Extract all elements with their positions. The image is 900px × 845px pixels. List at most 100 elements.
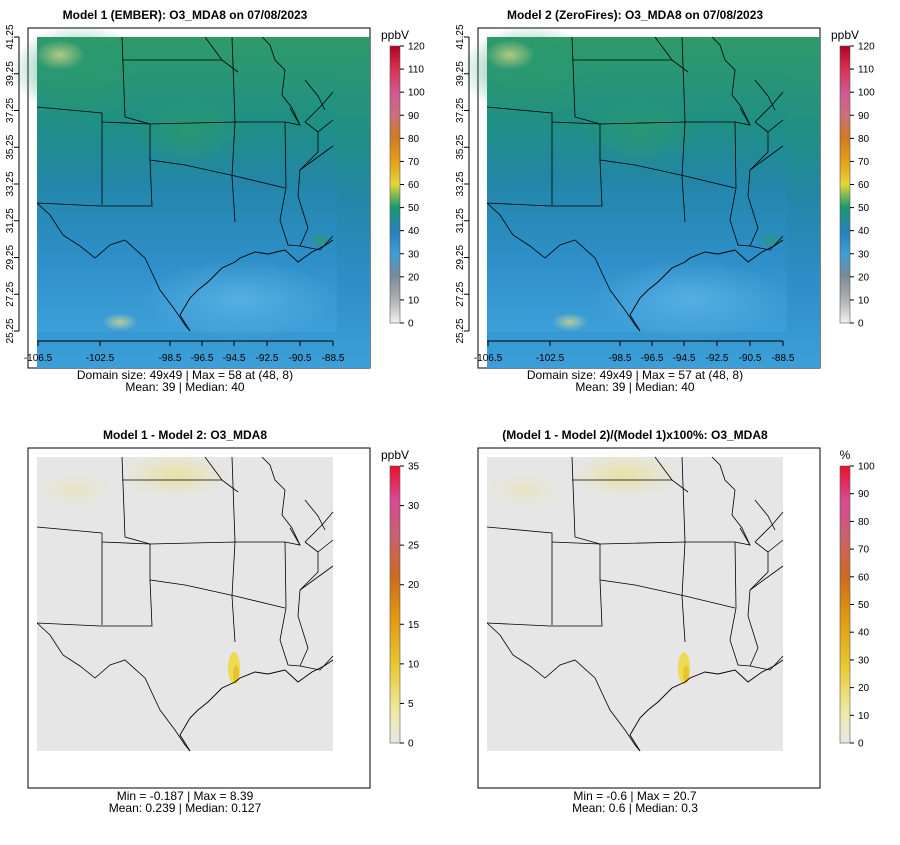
colorbar-tick-label: 20: [858, 683, 870, 694]
colorbar-tick-label: 10: [858, 711, 870, 722]
state-boundary: [486, 202, 641, 332]
colorbar-tick-label: 50: [408, 203, 420, 214]
ozone-high-center: [130, 95, 250, 165]
x-tick-label: -88.5: [772, 353, 795, 364]
y-tick-label: 25.25: [455, 318, 466, 343]
state-boundary: [681, 456, 686, 543]
y-tick-label: 29.25: [5, 245, 16, 270]
colorbar-tick-label: 60: [408, 180, 420, 191]
state-boundary: [235, 107, 301, 126]
map-area: [485, 453, 784, 752]
state-boundary: [279, 541, 319, 667]
panel-title: (Model 1 - Model 2)/(Model 1)x100%: O3_M…: [502, 428, 768, 442]
state-boundary: [486, 526, 553, 625]
colorbar-tick-label: 120: [408, 42, 425, 53]
coastline: [179, 239, 334, 332]
colorbar-tick-label: 80: [408, 134, 420, 145]
diff-small-positive: [570, 453, 680, 497]
colorbar-tick-label: 5: [408, 699, 414, 710]
colorbar-tick-label: 25: [408, 541, 420, 552]
state-boundary: [36, 202, 191, 332]
map-area: [10, 25, 370, 368]
colorbar-gradient: [389, 45, 401, 324]
y-tick-label: 41.25: [5, 24, 16, 49]
state-boundary: [749, 565, 784, 591]
river-boundary: [711, 36, 751, 126]
state-boundary: [571, 36, 601, 125]
y-tick-label: 31.25: [455, 208, 466, 233]
y-tick-label: 37.25: [5, 98, 16, 123]
ozone-high-northwest: [10, 25, 150, 115]
x-tick-label: -106.5: [24, 353, 53, 364]
state-boundary: [231, 456, 236, 543]
y-tick-label: 25.25: [5, 318, 16, 343]
colorbar-tick-label: 90: [858, 489, 870, 500]
panel-3: Model 1 - Model 2: O3_MDA8 ppbV 0 5 10 15 20 25…: [27, 428, 420, 815]
x-tick-label: -94.5: [673, 353, 696, 364]
x-tick-label: -96.5: [191, 353, 214, 364]
colorbar-tick-label: 40: [858, 226, 870, 237]
panel-4: (Model 1 - Model 2)/(Model 1)x100%: O3_M…: [477, 428, 875, 815]
river-boundary: [261, 36, 301, 126]
x-tick-label: -88.5: [322, 353, 345, 364]
coastline: [179, 659, 334, 752]
colorbar-tick-label: 90: [408, 111, 420, 122]
diff-max-core: [683, 665, 689, 683]
ozone-high-la: [308, 232, 332, 248]
state-boundary: [304, 511, 334, 543]
state-boundary: [654, 456, 673, 481]
colorbar-unit: ppbV: [831, 28, 859, 42]
state-boundary: [685, 527, 751, 546]
ozone-low-gulf: [590, 260, 790, 340]
panel-1: Model 1 (EMBER): O3_MDA8 on 07/08/2023 -1…: [5, 8, 425, 394]
colorbar-tick-label: 70: [858, 157, 870, 168]
state-boundary: [299, 235, 334, 251]
colorbar-tick-label: 0: [858, 739, 864, 750]
state-boundary: [654, 36, 673, 61]
colorbar-tick-label: 20: [408, 272, 420, 283]
panel-title: Model 2 (ZeroFires): O3_MDA8 on 07/08/20…: [507, 8, 763, 22]
colorbar-unit: ppbV: [381, 28, 409, 42]
colorbar-tick-label: 110: [858, 65, 874, 76]
colorbar-tick-label: 50: [858, 203, 870, 214]
state-boundary: [204, 36, 223, 61]
state-boundary: [231, 36, 236, 123]
x-tick-label: -98.5: [159, 353, 182, 364]
state-boundary: [749, 235, 784, 251]
state-boundary: [749, 145, 784, 171]
y-tick-label: 29.25: [455, 245, 466, 270]
colorbar-tick-label: 40: [408, 226, 420, 237]
state-boundary: [681, 36, 686, 123]
ozone-peak-south: [102, 313, 138, 331]
ozone-peak-nw: [485, 40, 535, 70]
diff-small-positive-west: [485, 472, 565, 508]
colorbar-unit: %: [840, 448, 851, 462]
colorbar-tick-label: 30: [408, 501, 420, 512]
river-boundary: [711, 456, 751, 546]
stats-line-2: Mean: 39 | Median: 40: [575, 380, 695, 394]
y-tick-label: 39.25: [455, 61, 466, 86]
river-boundary: [304, 499, 326, 531]
y-tick-label: 27.25: [5, 281, 16, 306]
state-boundary: [571, 456, 601, 545]
colorbar: ppbV 0 10 20 30 40 50 60 70 80 90 100 110 120: [831, 28, 875, 330]
coastline: [629, 239, 784, 332]
state-boundary: [729, 541, 769, 667]
colorbar-gradient: [389, 465, 401, 744]
y-tick-label: 33.25: [455, 171, 466, 196]
colorbar-tick-label: 70: [408, 157, 420, 168]
x-tick-label: -102.5: [86, 353, 115, 364]
colorbar-unit: ppbV: [381, 448, 409, 462]
y-tick-label: 35.25: [5, 134, 16, 159]
colorbar-tick-label: 80: [858, 517, 870, 528]
x-tick-label: -94.5: [223, 353, 246, 364]
colorbar-tick-label: 100: [858, 88, 875, 99]
stats-line-1: Domain size: 49x49 | Max = 57 at (48, 8): [527, 368, 743, 382]
diff-small-positive: [120, 453, 230, 497]
map-area: [35, 453, 334, 752]
colorbar-gradient: [839, 45, 851, 324]
ozone-high-northwest: [460, 25, 600, 115]
colorbar-tick-label: 10: [408, 295, 420, 306]
colorbar-tick-label: 50: [858, 600, 870, 611]
ozone-peak-south: [552, 313, 588, 331]
